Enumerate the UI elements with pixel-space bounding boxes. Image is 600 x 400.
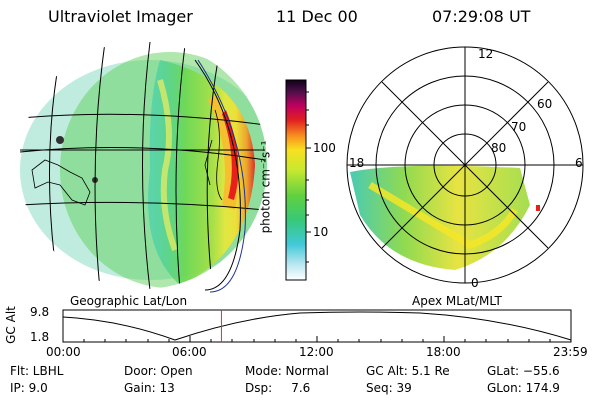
mlt-label-6: 6	[575, 156, 583, 170]
info-glat: GLat: −55.6	[487, 364, 560, 378]
info-gain: Gain: 13	[124, 381, 175, 395]
info-seq: Seq: 39	[366, 381, 412, 395]
instrument-title: Ultraviolet Imager	[48, 7, 193, 26]
info-ip: IP: 9.0	[10, 381, 48, 395]
info-flt: Flt: LBHL	[10, 364, 64, 378]
mlat-label-60: 60	[537, 97, 553, 111]
mlt-label-18: 18	[349, 156, 365, 170]
altitude-xtick-2: 12:00	[299, 345, 334, 359]
left-panel-caption: Geographic Lat/Lon	[70, 294, 188, 308]
mlat-label-80: 80	[491, 141, 507, 155]
colorbar-label: photon cm⁻²s⁻¹	[258, 140, 273, 234]
info-glon: GLon: 174.9	[487, 381, 560, 395]
time-label: 07:29:08 UT	[432, 7, 531, 26]
altitude-plot	[62, 309, 572, 343]
altitude-xtick-3: 18:00	[426, 345, 461, 359]
mlat-label-70: 70	[511, 120, 527, 134]
geographic-globe	[19, 41, 267, 293]
altitude-ytick-top: 9.8	[30, 305, 50, 319]
altitude-xtick-1: 06:00	[172, 345, 207, 359]
info-dsp: Dsp: 7.6	[245, 381, 311, 395]
altitude-xtick-0: 00:00	[46, 345, 81, 359]
info-gcalt: GC Alt: 5.1 Re	[366, 364, 450, 378]
right-panel-caption: Apex MLat/MLT	[412, 294, 502, 308]
altitude-ytick-bottom: 1.8	[30, 330, 50, 344]
info-door: Door: Open	[124, 364, 193, 378]
colorbar	[285, 79, 307, 281]
altitude-xtick-4: 23:59	[553, 345, 588, 359]
info-mode: Mode: Normal	[245, 364, 329, 378]
mlt-label-12: 12	[478, 47, 494, 61]
date-label: 11 Dec 00	[276, 7, 358, 26]
colorbar-tick-10: 10	[313, 225, 329, 239]
polar-plot	[346, 46, 584, 284]
altitude-ylabel: GC Alt	[3, 306, 18, 344]
colorbar-tick-100: 100	[313, 141, 336, 155]
mlt-label-0: 0	[471, 276, 479, 290]
